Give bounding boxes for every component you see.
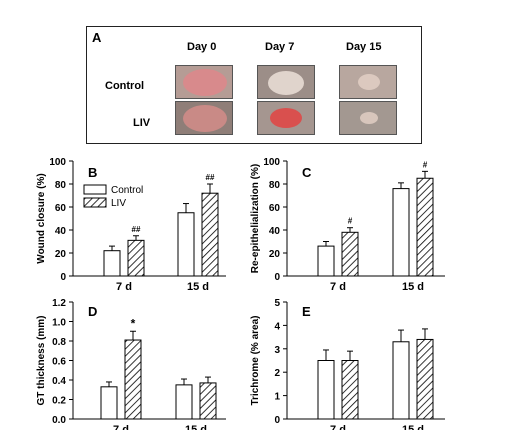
chart-e-ytick-label: 0 [274, 415, 280, 426]
chart-d-category-label: 15 d [185, 424, 207, 430]
row-label-control: Control [105, 80, 145, 92]
chart-d-significance-mark: * [131, 316, 136, 330]
chart-c-ytick-label: 20 [269, 249, 281, 260]
chart-d-bar-liv [124, 339, 142, 420]
chart-d-ytick-label: 0.8 [52, 337, 66, 348]
chart-c-letter: C [302, 165, 312, 180]
chart-c-bar-control [317, 245, 335, 277]
chart-d-ytick-label: 0.6 [52, 357, 66, 368]
chart-b-bar-control [177, 212, 195, 277]
chart-c-significance-mark: # [423, 160, 428, 169]
chart-b-legend-swatch-control [83, 184, 107, 195]
chart-e-ytick-label: 1 [274, 392, 280, 403]
column-label-day7: Day 7 [265, 41, 295, 53]
chart-c-ytick-label: 40 [269, 226, 281, 237]
chart-b-ytick-label: 40 [55, 226, 67, 237]
chart-c-bar-control [392, 188, 410, 277]
chart-c-category-label: 15 d [402, 281, 424, 293]
chart-b-letter: B [88, 165, 97, 180]
wound-photo-panel: A Day 0 Day 7 Day 15 Control LIV [86, 26, 422, 144]
chart-d-ytick-label: 1.0 [52, 318, 66, 329]
chart-c-bar-liv [416, 177, 434, 277]
chart-d-ytick-label: 0.4 [52, 376, 66, 387]
chart-d-ylabel: GT thickness (mm) [36, 315, 47, 405]
chart-b-bar-control [103, 250, 121, 277]
chart-d-category-label: 7 d [113, 424, 129, 430]
chart-c-ytick-label: 100 [263, 157, 280, 168]
chart-c-bar-liv [341, 231, 359, 277]
chart-c-ylabel: Re-epithelialization (%) [250, 164, 261, 273]
chart-b-category-label: 7 d [116, 281, 132, 293]
chart-e-ytick-label: 5 [274, 298, 280, 309]
chart-b-legend-label: LIV [111, 198, 126, 209]
chart-e-category-label: 7 d [330, 424, 346, 430]
chart-d-ytick-label: 0.0 [52, 415, 66, 426]
chart-e-ytick-label: 4 [274, 321, 280, 332]
chart-b-bar-liv [127, 239, 145, 277]
chart-c-significance-mark: # [348, 217, 353, 226]
wound-photo-liv-day7 [257, 101, 315, 135]
chart-d-bar-liv [199, 382, 217, 420]
chart-b-ylabel: Wound closure (%) [36, 173, 47, 263]
chart-e-bar-liv [416, 338, 434, 420]
chart-b-ytick-label: 80 [55, 180, 67, 191]
chart-b-ytick-label: 20 [55, 249, 67, 260]
chart-b-category-label: 15 d [187, 281, 209, 293]
chart-b-legend-label: Control [111, 185, 143, 196]
chart-d-ytick-label: 0.2 [52, 396, 66, 407]
wound-photo-control-day7 [257, 65, 315, 99]
chart-e-bar-control [317, 360, 335, 420]
chart-c-ytick-label: 80 [269, 180, 281, 191]
column-label-day0: Day 0 [187, 41, 217, 53]
chart-e-bar-liv [341, 360, 359, 420]
chart-e-letter: E [302, 304, 311, 319]
wound-photo-liv-day15 [339, 101, 397, 135]
chart-b-ytick-label: 60 [55, 203, 67, 214]
chart-e-ytick-label: 2 [274, 368, 280, 379]
wound-photo-control-day15 [339, 65, 397, 99]
chart-c-ytick-label: 60 [269, 203, 281, 214]
chart-e-bar-control [392, 341, 410, 420]
wound-photo-liv-day0 [175, 101, 233, 135]
chart-b-legend-swatch-liv [83, 197, 107, 208]
chart-d-letter: D [88, 304, 97, 319]
column-label-day15: Day 15 [346, 41, 382, 53]
chart-b-ytick-label: 100 [49, 157, 66, 168]
chart-e-ylabel: Trichrome (% area) [250, 315, 261, 405]
chart-d-bar-control [100, 386, 118, 420]
chart-c-ytick-label: 0 [274, 272, 280, 283]
wound-photo-control-day0 [175, 65, 233, 99]
chart-e-category-label: 15 d [402, 424, 424, 430]
chart-b-significance-mark: ## [132, 225, 141, 234]
chart-d-bar-control [175, 384, 193, 420]
chart-d-ytick-label: 1.2 [52, 298, 66, 309]
chart-b-bar-liv [201, 192, 219, 277]
chart-c-category-label: 7 d [330, 281, 346, 293]
chart-b-significance-mark: ## [206, 173, 215, 182]
chart-e-ytick-label: 3 [274, 345, 280, 356]
row-label-liv: LIV [133, 117, 151, 129]
chart-b-ytick-label: 0 [60, 272, 66, 283]
panel-a-letter: A [92, 30, 102, 45]
